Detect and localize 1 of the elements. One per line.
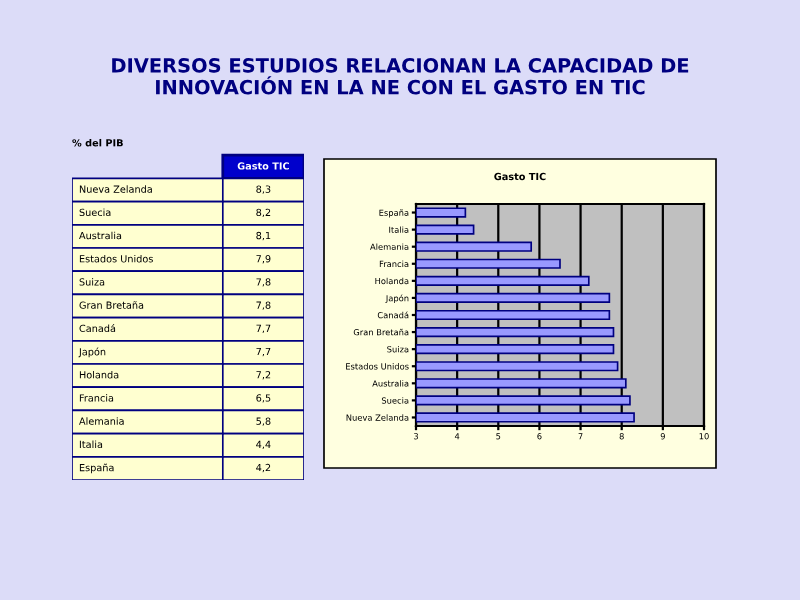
text: DIVERSOS ESTUDIOS RELACIONAN LA CAPACIDAD DE INNOVACIÓN EN LA NE CON EL GASTO EN TIC <box>112 58 689 95</box>
